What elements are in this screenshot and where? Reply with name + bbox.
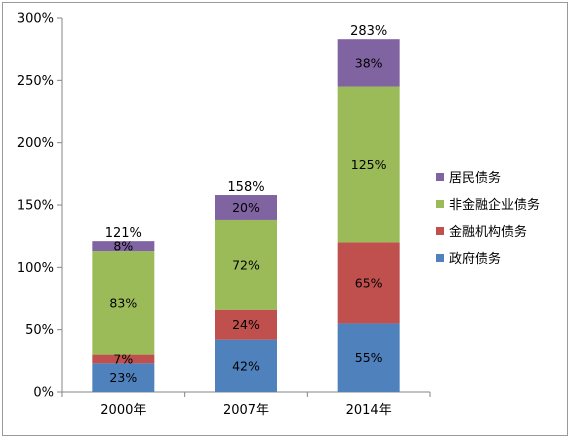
legend-label: 金融机构债务 [449,224,527,240]
data-label: 72% [232,257,260,272]
total-label: 121% [105,226,142,241]
bar-segment [215,339,277,392]
bar-segment [337,39,400,87]
legend-swatch [436,200,444,208]
x-tick-label: 2000年 [100,403,146,418]
data-label: 8% [113,239,133,254]
bar-segment [92,251,155,355]
data-label: 65% [355,275,383,290]
bar-segment [215,195,277,220]
data-label: 42% [232,358,260,373]
y-tick-label: 50% [25,323,54,338]
bar-segment [337,323,400,392]
bar-segment [92,354,155,364]
legend-swatch [436,227,444,235]
data-label: 55% [355,350,383,365]
data-label: 7% [113,351,133,366]
data-label: 24% [232,317,260,332]
data-label: 20% [232,200,260,215]
bar-segment [337,242,400,324]
y-tick-label: 100% [17,261,54,276]
bar-segment [92,363,155,392]
y-tick-label: 250% [17,74,54,89]
data-label: 83% [109,295,137,310]
legend-swatch [436,254,444,262]
total-label: 283% [350,24,387,39]
data-label: 125% [351,157,387,172]
data-label: 38% [355,55,383,70]
bar-segment [215,219,277,310]
y-tick-label: 0% [33,386,54,401]
legend-label: 居民债务 [449,170,501,186]
legend-swatch [436,173,444,181]
y-tick-label: 300% [17,12,54,27]
x-tick-label: 2014年 [346,403,392,418]
x-tick-label: 2007年 [223,403,269,418]
bar-segment [337,86,400,243]
bar-segment [215,309,277,340]
legend-label: 政府债务 [449,251,501,267]
y-tick-label: 150% [17,199,54,214]
y-tick-label: 200% [17,136,54,151]
bar-segment [92,241,155,252]
data-label: 23% [109,370,137,385]
legend-label: 非金融企业债务 [449,197,540,213]
total-label: 158% [227,180,264,195]
